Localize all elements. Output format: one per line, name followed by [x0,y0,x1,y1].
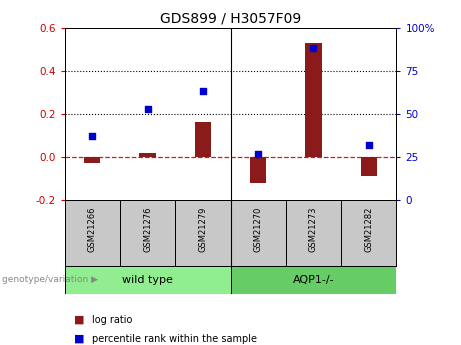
Bar [305,43,322,157]
Bar [230,200,286,266]
Bar [250,157,266,183]
Text: percentile rank within the sample: percentile rank within the sample [92,334,257,344]
Text: GSM21266: GSM21266 [88,207,97,252]
Bar [120,200,175,266]
Text: GSM21270: GSM21270 [254,207,263,252]
Point [144,106,151,111]
Point [365,142,372,148]
Bar [65,200,120,266]
Bar [195,122,211,157]
Bar [84,157,100,164]
Bar [65,266,230,294]
Title: GDS899 / H3057F09: GDS899 / H3057F09 [160,11,301,25]
Bar [175,200,230,266]
Point [199,89,207,94]
Point [310,46,317,51]
Point [254,151,262,156]
Bar [341,200,396,266]
Text: ■: ■ [74,334,84,344]
Text: GSM21276: GSM21276 [143,207,152,252]
Bar [139,152,156,157]
Text: GSM21279: GSM21279 [198,207,207,252]
Bar [286,200,341,266]
Text: wild type: wild type [122,275,173,285]
Text: ■: ■ [74,315,84,325]
Text: AQP1-/-: AQP1-/- [293,275,334,285]
Text: log ratio: log ratio [92,315,133,325]
Point [89,134,96,139]
Text: genotype/variation ▶: genotype/variation ▶ [2,275,98,284]
Bar [230,266,396,294]
Text: GSM21273: GSM21273 [309,207,318,252]
Bar [361,157,377,176]
Text: GSM21282: GSM21282 [364,207,373,252]
